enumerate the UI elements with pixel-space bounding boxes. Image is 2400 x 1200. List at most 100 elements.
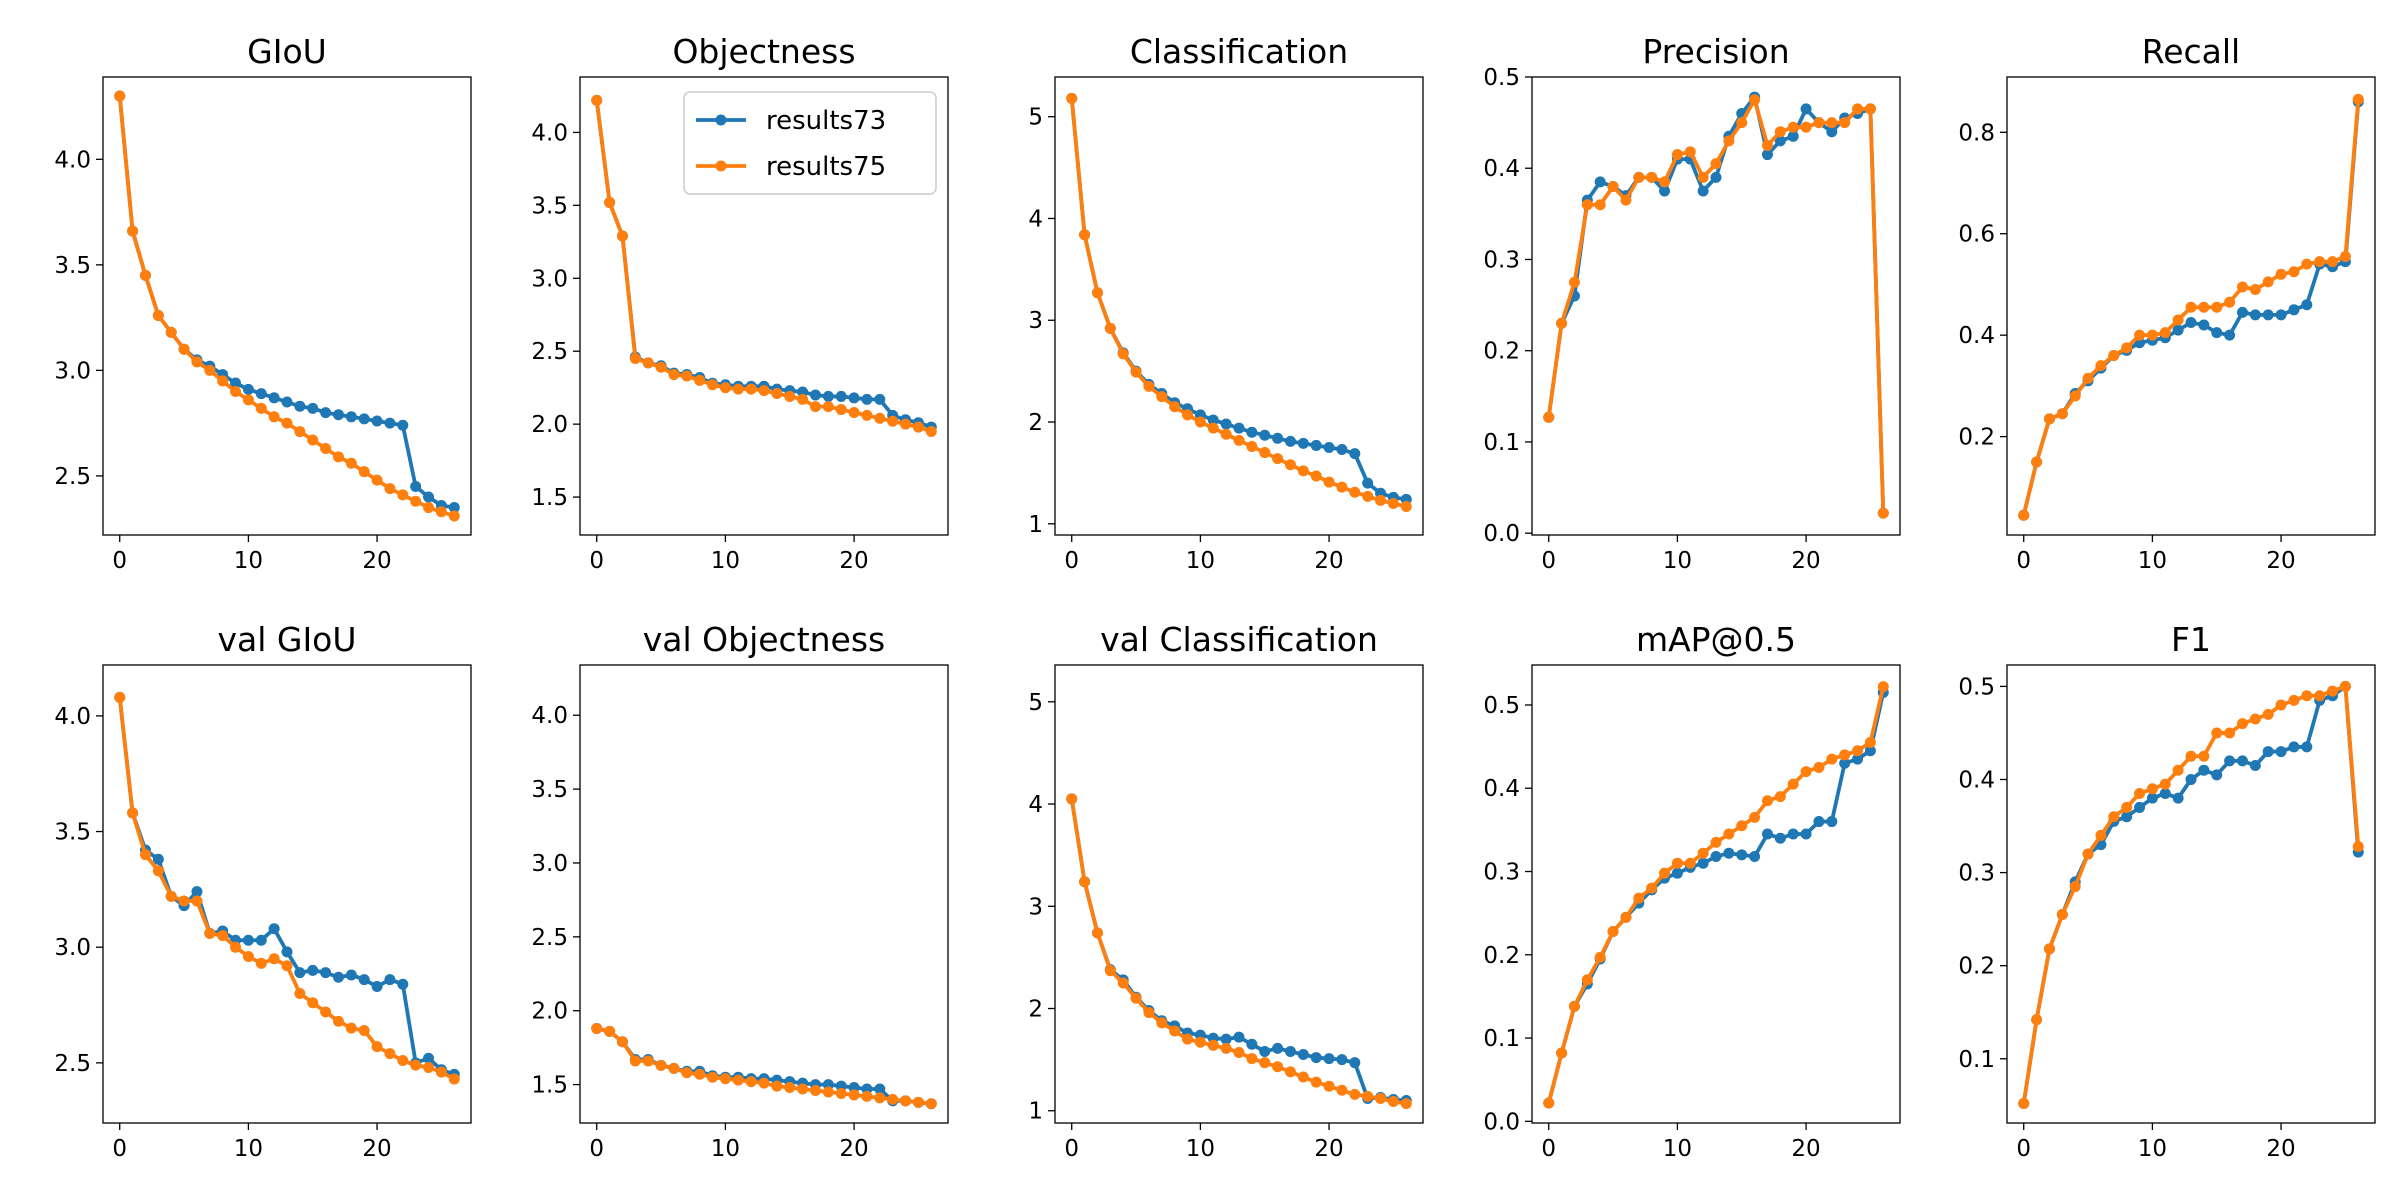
data-point <box>371 1041 383 1053</box>
data-point <box>2134 787 2146 799</box>
y-tick-label: 0.5 <box>1958 674 1995 700</box>
data-point <box>2224 727 2236 739</box>
x-tick-label: 0 <box>1064 548 1079 574</box>
data-point <box>1323 1080 1335 1092</box>
data-point <box>1182 1033 1194 1045</box>
data-point <box>384 1048 396 1060</box>
data-point <box>307 997 319 1009</box>
data-point <box>1362 477 1374 489</box>
y-tick-label: 3 <box>1028 894 1043 920</box>
data-point <box>139 849 151 861</box>
data-point <box>1659 867 1671 879</box>
data-point <box>1117 348 1129 360</box>
data-point <box>1143 380 1155 392</box>
data-point <box>1697 847 1709 859</box>
plot-area <box>2018 680 2364 1109</box>
data-point <box>771 1080 783 1092</box>
data-point <box>1826 816 1838 828</box>
data-point <box>912 1096 924 1108</box>
data-point <box>204 364 216 376</box>
y-tick-label: 0.1 <box>1483 1026 1520 1052</box>
subplot-title: val Classification <box>1100 620 1378 659</box>
data-point <box>1723 135 1735 147</box>
series-line <box>117 95 455 510</box>
subplot-title: Precision <box>1642 32 1789 71</box>
data-point <box>2275 309 2287 321</box>
data-point <box>2236 755 2248 767</box>
data-point <box>771 388 783 400</box>
axes-frame <box>2006 664 2376 1124</box>
y-tick-label: 3 <box>1028 308 1043 334</box>
data-point <box>1387 1096 1399 1108</box>
data-point <box>861 409 873 421</box>
data-point <box>152 853 164 865</box>
subplot: val Classification 1 2 3 4 5 0 10 20 <box>1028 620 1424 1162</box>
data-point <box>668 1062 680 1074</box>
subplot-title: Classification <box>1130 32 1348 71</box>
x-tick-label: 10 <box>711 548 740 574</box>
subplot-title: F1 <box>2171 620 2211 659</box>
y-tick-label: 2.5 <box>531 339 568 365</box>
data-point <box>371 474 383 486</box>
data-point <box>1774 791 1786 803</box>
data-point <box>2069 881 2081 893</box>
series-line <box>117 697 455 1077</box>
data-point <box>2031 1014 2043 1026</box>
data-point <box>2275 746 2287 758</box>
data-point <box>822 390 834 402</box>
data-point <box>332 1015 344 1027</box>
data-point <box>1864 103 1876 115</box>
data-point <box>1336 1054 1348 1066</box>
data-point <box>797 393 809 405</box>
data-point <box>616 1036 628 1048</box>
data-point <box>1066 793 1078 805</box>
data-point <box>2301 258 2313 270</box>
data-point <box>397 978 409 990</box>
data-point <box>1284 459 1296 471</box>
subplot: Recall 0.2 0.4 0.6 0.8 0 10 20 <box>1958 32 2376 574</box>
data-point <box>629 353 641 365</box>
data-point <box>2198 764 2210 776</box>
data-point <box>874 1092 886 1104</box>
plot-area <box>1066 793 1412 1110</box>
subplot-title: val Objectness <box>643 620 886 659</box>
data-point <box>1761 149 1773 161</box>
data-point <box>1787 778 1799 790</box>
data-point <box>719 1073 731 1085</box>
data-point <box>397 419 409 431</box>
y-tick-label: 3.5 <box>54 820 91 846</box>
data-point <box>2249 309 2261 321</box>
y-tick-label: 0.1 <box>1483 430 1520 456</box>
data-point <box>1839 117 1851 129</box>
data-point <box>900 1095 912 1107</box>
axes-frame <box>2006 76 2376 536</box>
data-point <box>1091 927 1103 939</box>
subplot: GIoU 2.5 3.0 3.5 4.0 0 10 20 <box>54 32 472 574</box>
y-tick-label: 4.0 <box>54 704 91 730</box>
data-point <box>604 1025 616 1037</box>
data-point <box>2339 680 2351 692</box>
legend-label: results75 <box>766 152 886 182</box>
data-point <box>1774 832 1786 844</box>
y-tick-label: 0.4 <box>1958 323 1995 349</box>
axes-frame <box>1531 664 1901 1124</box>
data-point <box>1310 439 1322 451</box>
data-point <box>242 950 254 962</box>
data-point <box>1336 1084 1348 1096</box>
data-point <box>2314 690 2326 702</box>
x-tick-label: 10 <box>1663 548 1692 574</box>
data-point <box>642 357 654 369</box>
y-tick-label: 5 <box>1028 105 1043 131</box>
data-point <box>2146 792 2158 804</box>
data-point <box>1646 882 1658 894</box>
y-tick-label: 3.5 <box>531 777 568 803</box>
data-point <box>2211 727 2223 739</box>
data-point <box>655 361 667 373</box>
data-point <box>1104 965 1116 977</box>
data-point <box>2288 694 2300 706</box>
data-point <box>874 412 886 424</box>
data-point <box>410 495 422 507</box>
data-point <box>1375 1092 1387 1104</box>
data-point <box>423 502 435 514</box>
data-point <box>1568 1000 1580 1012</box>
